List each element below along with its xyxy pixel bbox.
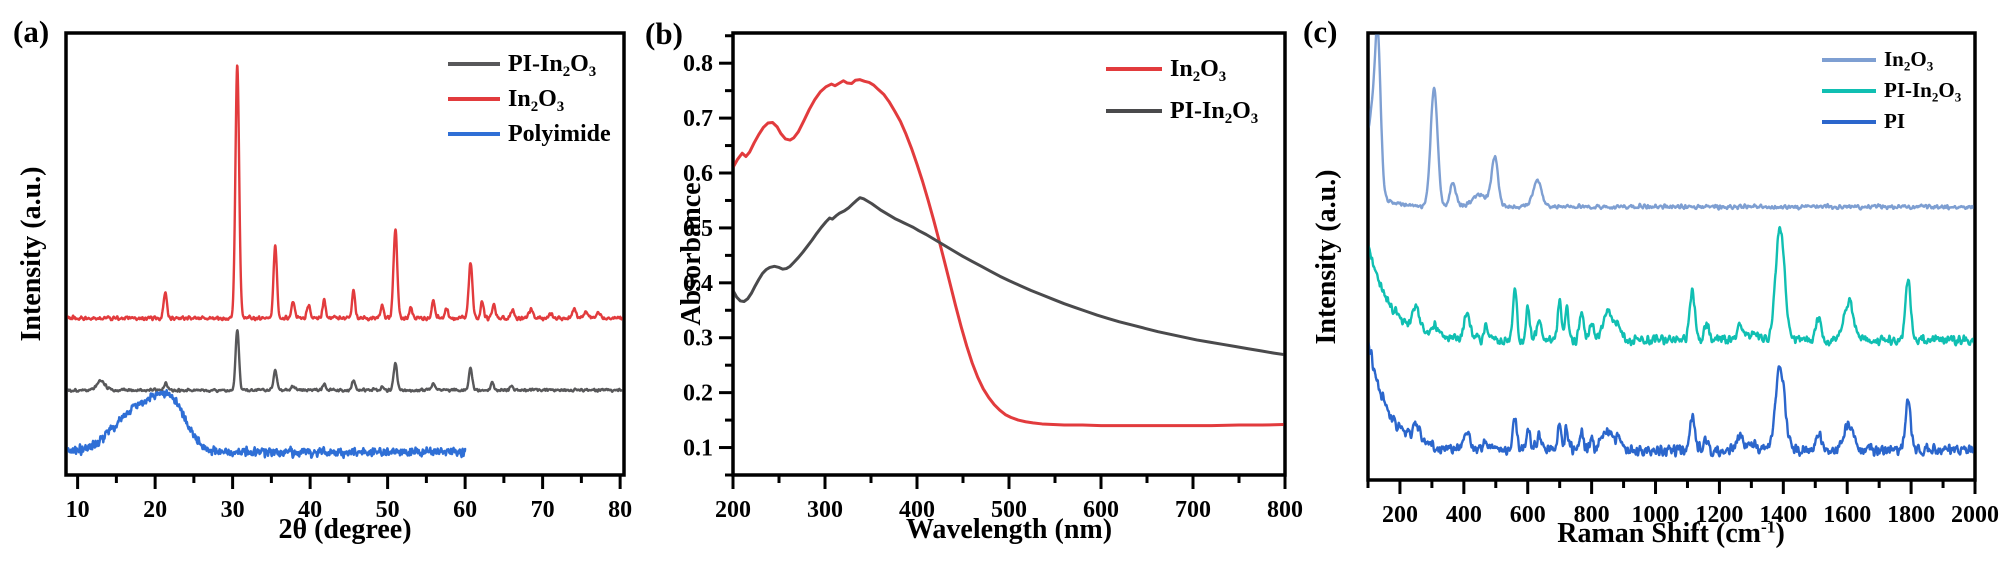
legend-item-c-0: In2O3 [1822, 44, 1961, 75]
x-tick-label: 200 [715, 497, 751, 523]
y-tick-label: 0.4 [683, 271, 713, 297]
legend-label: In2O3 [1170, 56, 1227, 86]
x-tick-label: 1200 [1695, 502, 1743, 528]
panel-a-xaxis-title: 2θ (degree) [278, 514, 412, 545]
y-tick-label: 0.3 [683, 326, 713, 352]
series-b-0-curve [734, 78, 1284, 428]
legend-label: PI-In2O3 [1884, 78, 1962, 105]
panel-a-letter: (a) [13, 14, 50, 49]
x-tick-label: 40 [298, 497, 322, 523]
legend-label: Polyimide [508, 120, 611, 147]
series-c-2-curve [1369, 341, 1974, 458]
legend-item-a-0: PI-In2O3 [448, 46, 611, 81]
x-tick-label: 70 [531, 497, 555, 523]
legend-label: PI-In2O3 [508, 50, 597, 80]
panel-a-legend: PI-In2O3 In2O3 Polyimide [448, 46, 611, 151]
x-tick-label: 30 [221, 497, 245, 523]
legend-swatch [1106, 67, 1162, 71]
y-tick-label: 0.2 [683, 381, 713, 407]
panel-c-yaxis-title: Intensity (a.u.) [1311, 169, 1342, 345]
x-tick-label: 800 [1574, 502, 1610, 528]
series-c-0-curve [1369, 34, 1974, 211]
legend-swatch [1822, 88, 1876, 93]
y-tick-label: 0.7 [683, 106, 713, 132]
series-b-1-curve [734, 196, 1284, 357]
x-tick-label: 2000 [1951, 502, 1999, 528]
legend-swatch [1822, 119, 1876, 124]
x-tick-label: 50 [376, 497, 400, 523]
x-tick-label: 1400 [1759, 502, 1807, 528]
legend-item-a-1: In2O3 [448, 81, 611, 116]
x-tick-label: 400 [1446, 502, 1482, 528]
panel-b-letter: (b) [645, 16, 683, 51]
x-tick-label: 300 [807, 497, 843, 523]
legend-swatch [1106, 109, 1162, 113]
legend-item-b-1: PI-In2O3 [1106, 90, 1258, 132]
panel-a-frame [64, 31, 626, 477]
legend-swatch [448, 131, 500, 136]
x-tick-label: 800 [1267, 497, 1303, 523]
legend-item-a-2: Polyimide [448, 116, 611, 151]
x-tick-label: 1000 [1632, 502, 1680, 528]
series-a-0-curve [67, 329, 623, 394]
y-tick-label: 0.1 [683, 436, 713, 462]
y-tick-label: 0.6 [683, 161, 713, 187]
legend-item-b-0: In2O3 [1106, 48, 1258, 90]
y-tick-label: 0.5 [683, 216, 713, 242]
panel-b-legend: In2O3 PI-In2O3 [1106, 48, 1258, 132]
series-a-1-curve [67, 64, 623, 322]
x-tick-label: 1600 [1823, 502, 1871, 528]
legend-swatch [1822, 57, 1876, 62]
legend-item-c-2: PI [1822, 106, 1961, 137]
x-tick-label: 60 [453, 497, 477, 523]
panel-a-yaxis-title: Intensity (a.u.) [16, 166, 47, 342]
x-tick-label: 500 [991, 497, 1027, 523]
legend-item-c-1: PI-In2O3 [1822, 75, 1961, 106]
series-a-2-curve [67, 388, 467, 460]
x-tick-label: 400 [899, 497, 935, 523]
x-tick-label: 80 [608, 497, 632, 523]
x-tick-label: 20 [143, 497, 167, 523]
x-tick-label: 1800 [1887, 502, 1935, 528]
x-tick-label: 600 [1510, 502, 1546, 528]
x-tick-label: 600 [1083, 497, 1119, 523]
panel-b-xaxis-title: Wavelength (nm) [905, 514, 1113, 545]
panel-c-xaxis-title: Raman Shift (cm-1) [1557, 517, 1785, 549]
panel-c-letter: (c) [1303, 14, 1338, 49]
legend-label: In2O3 [1884, 47, 1934, 74]
x-tick-label: 10 [66, 497, 90, 523]
panel-c-frame [1366, 31, 1977, 482]
legend-label: PI [1884, 109, 1905, 133]
legend-swatch [448, 61, 500, 66]
legend-swatch [448, 96, 500, 101]
legend-label: PI-In2O3 [1170, 98, 1259, 128]
series-c-1-curve [1369, 225, 1974, 347]
y-tick-label: 0.8 [683, 51, 713, 77]
panel-b-yaxis-title: Absorbance [676, 182, 707, 326]
panel-c-legend: In2O3 PI-In2O3 PI [1822, 44, 1961, 137]
x-tick-label: 200 [1382, 502, 1418, 528]
x-tick-label: 700 [1175, 497, 1211, 523]
legend-label: In2O3 [508, 85, 565, 115]
